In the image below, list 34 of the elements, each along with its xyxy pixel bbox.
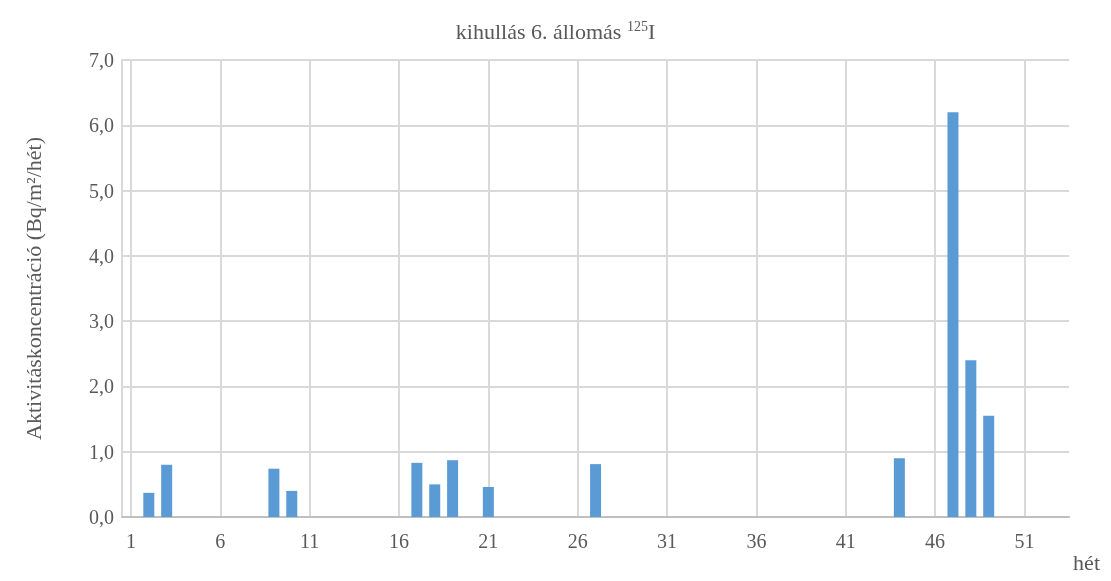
y-tick-label: 6,0 (89, 114, 114, 137)
y-tick-label: 2,0 (89, 375, 114, 398)
bar (590, 464, 602, 517)
bar (143, 492, 155, 517)
y-tick-label: 7,0 (89, 49, 114, 71)
bar (893, 458, 905, 517)
y-tick-label: 0,0 (89, 506, 114, 528)
bar (947, 112, 959, 517)
x-tick-label: 46 (925, 530, 946, 552)
y-tick-label: 1,0 (89, 440, 114, 463)
y-tick-label: 4,0 (89, 244, 114, 267)
y-tick-label: 3,0 (89, 310, 114, 333)
bar (482, 486, 494, 517)
x-tick-label: 21 (478, 530, 499, 552)
bar (161, 464, 173, 517)
x-axis-title: hét (1073, 549, 1101, 575)
y-axis-title: Aktivitáskoncentráció (Bq/m²/hét) (20, 137, 46, 440)
x-tick-label: 26 (567, 530, 588, 552)
x-tick-label: 1 (125, 530, 136, 552)
bar (268, 468, 280, 517)
x-tick-label: 11 (300, 530, 320, 552)
x-tick-label: 6 (215, 530, 226, 552)
bar (447, 460, 459, 517)
x-tick-label: 51 (1014, 530, 1035, 552)
x-tick-label: 16 (388, 530, 409, 552)
bar (983, 415, 995, 517)
x-tick-label: 41 (835, 530, 856, 552)
x-tick-label: 36 (746, 530, 767, 552)
bar (411, 462, 423, 517)
bar (429, 484, 441, 517)
x-tick-label: 31 (657, 530, 678, 552)
y-tick-label: 5,0 (89, 179, 114, 202)
bar (286, 490, 298, 517)
bar (965, 360, 977, 517)
